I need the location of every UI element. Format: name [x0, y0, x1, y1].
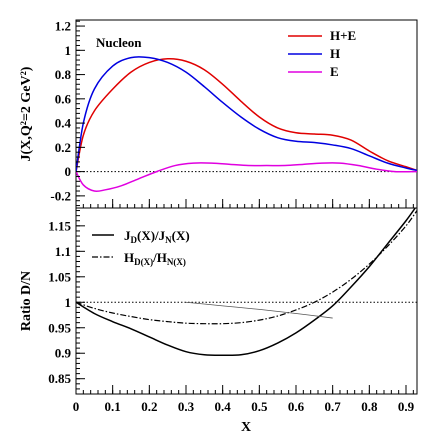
top-y-tick-label: 0: [65, 164, 72, 179]
top-series-line-H: [76, 56, 417, 172]
bottom-y-ticks: 0.85 0.9 0.95 1 1.05 1.1 1.15: [48, 210, 85, 395]
top-legend: H+E H E: [288, 28, 356, 79]
bottom-legend: JD(X)/JN(X) HD(X)/HN(X): [92, 228, 190, 267]
x-tick-label: 0.9: [398, 399, 415, 414]
nucleon-annotation: Nucleon: [96, 35, 142, 50]
top-y-tick-label: 1.2: [55, 19, 71, 34]
bot-y-tick-label: 0.9: [55, 346, 72, 361]
x-tick-label: 0.4: [215, 399, 232, 414]
bottom-plot-frame: [75, 207, 418, 395]
top-y-tick-label: 0.4: [55, 116, 72, 131]
top-series-line-H+E: [76, 58, 417, 172]
top-series-group: [76, 56, 417, 193]
top-panel: -0.2 0 0.2 0.4 0.6 0.8 1 1.2 Nucleon H+E H E J(…: [19, 19, 418, 209]
top-y-tick-label: 0.8: [55, 67, 72, 82]
x-tick-label: 0.8: [361, 399, 378, 414]
bot-series-line-J: [76, 208, 417, 357]
bot-y-tick-label: 0.95: [48, 320, 71, 335]
bottom-series-group: [76, 208, 417, 357]
x-tick-label: 0: [73, 399, 80, 414]
legend-label-H: H: [330, 46, 340, 61]
legend-label-E: E: [330, 64, 339, 79]
x-tick-label: 0.5: [251, 399, 268, 414]
x-tick-label: 0.1: [105, 399, 121, 414]
top-y-tick-label: -0.2: [50, 188, 71, 203]
legend-label-J-ratio: JD(X)/JN(X): [124, 228, 190, 245]
bottom-y-axis-label: Ratio D/N: [19, 271, 34, 331]
top-y-tick-label: 0.6: [55, 91, 72, 106]
x-axis-label: X: [241, 420, 251, 435]
bot-series-line-thin: [185, 301, 333, 319]
bot-series-line-H: [76, 210, 417, 325]
bot-y-tick-label: 1: [65, 295, 72, 310]
top-y-axis-label: J(X,Q²=2 GeV²): [19, 66, 34, 161]
top-y-tick-label: 0.2: [55, 140, 71, 155]
legend-label-HplusE: H+E: [330, 28, 356, 43]
top-y-ticks: -0.2 0 0.2 0.4 0.6 0.8 1 1.2: [50, 19, 85, 207]
x-tick-label: 0.3: [178, 399, 195, 414]
legend-label-H-ratio: HD(X)/HN(X): [124, 250, 186, 267]
top-y-tick-label: 1: [65, 43, 72, 58]
bottom-panel: 0.85 0.9 0.95 1 1.05 1.1 1.15 0 0.1 0.2 0.3 0.4 0.5…: [19, 207, 418, 435]
bot-y-tick-label: 0.85: [48, 371, 71, 386]
bot-y-tick-label: 1.1: [55, 244, 71, 259]
x-tick-label: 0.2: [141, 399, 157, 414]
x-tick-label: 0.7: [325, 399, 342, 414]
bot-y-tick-label: 1.05: [48, 269, 71, 284]
bottom-x-ticks: 0 0.1 0.2 0.3 0.4 0.5 0.6 0.7 0.8 0.9: [73, 385, 415, 414]
top-x-ticks: [75, 199, 414, 208]
x-tick-label: 0.6: [288, 399, 305, 414]
bot-y-tick-label: 1.15: [48, 218, 71, 233]
top-series-line-E: [76, 162, 417, 193]
